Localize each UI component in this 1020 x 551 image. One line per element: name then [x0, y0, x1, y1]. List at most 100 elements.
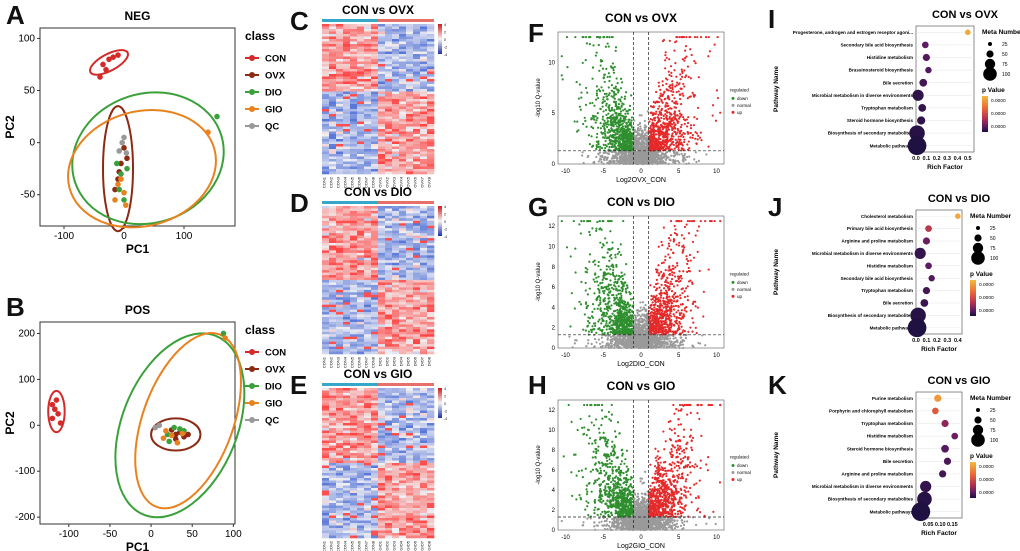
heatmap-cell: [378, 280, 386, 283]
point-down: [614, 93, 618, 96]
point-up: [686, 65, 690, 68]
heatmap-cell: [378, 218, 386, 222]
heatmap-cell: [385, 206, 393, 209]
point-down: [626, 110, 629, 113]
point-normal: [639, 127, 642, 130]
heatmap-cell: [385, 528, 393, 531]
heatmap-cell: [392, 26, 400, 30]
heatmap-cell: [420, 299, 428, 303]
heatmap-cell: [371, 430, 379, 434]
heatmap-cell: [343, 495, 351, 499]
heatmap-cell: [357, 210, 365, 214]
point-normal: [643, 128, 646, 132]
heatmap-cell: [350, 206, 358, 209]
heatmap-cell: [406, 398, 414, 401]
heatmap-cell: [343, 334, 351, 338]
heatmap-cell: [427, 111, 435, 115]
heatmap-cell: [413, 292, 421, 296]
heatmap-cell: [406, 124, 414, 127]
x-tick-label: 0: [148, 529, 154, 540]
heatmap-cell: [350, 326, 358, 330]
heatmap-cell: [336, 250, 344, 254]
heatmap-cell: [427, 403, 435, 406]
heatmap-cell: [420, 490, 428, 494]
heatmap-cell: [427, 41, 435, 45]
heatmap-cell: [385, 403, 393, 406]
point-con: [49, 401, 56, 408]
heatmap-cell: [378, 393, 386, 396]
heatmap-cell: [364, 448, 372, 451]
heatmap-cell: [357, 250, 365, 254]
point-down: [627, 118, 630, 121]
heatmap-cell: [420, 275, 428, 278]
heatmap-cell: [322, 74, 330, 77]
heatmap-cell: [364, 46, 372, 50]
heatmap-cell: [329, 321, 337, 325]
heatmap-cell: [378, 408, 386, 411]
heatmap-cell: [343, 528, 351, 531]
heatmap-cell: [322, 460, 330, 464]
heatmap-cell: [364, 515, 372, 519]
point-up: [664, 77, 668, 80]
heatmap-cell: [378, 265, 386, 268]
heatmap-cell: [399, 513, 407, 516]
heatmap-cell: [427, 346, 435, 350]
heatmap-cell: [392, 440, 400, 444]
heatmap-cell: [427, 473, 435, 476]
heatmap-cell: [336, 473, 344, 476]
heatmap-cell: [350, 408, 358, 411]
heatmap-cell: [350, 321, 358, 325]
point-down: [608, 104, 611, 107]
heatmap-cell: [329, 136, 337, 140]
heatmap-cell: [343, 213, 351, 217]
heatmap-cell: [378, 341, 386, 345]
heatmap-cell: [427, 76, 435, 80]
pca-pos-chart: POS-100 -50 0 50 100-200-1000100200PC1PC2cla…: [3, 303, 286, 551]
heatmap-cell: [392, 344, 400, 347]
heatmap-cell: [399, 349, 407, 352]
heatmap-cell: [406, 252, 414, 256]
heatmap-cell: [378, 282, 386, 286]
heatmap-cell: [322, 119, 330, 122]
heatmap-cell: [350, 440, 358, 444]
heatmap-cell: [392, 84, 400, 87]
heatmap-cell: [420, 255, 428, 259]
point-down: [593, 104, 596, 107]
heatmap-cell: [357, 240, 365, 244]
heatmap-cell: [392, 326, 400, 330]
heatmap-cell: [406, 403, 414, 406]
heatmap-cell: [329, 119, 337, 122]
point-down: [592, 116, 595, 119]
heatmap-cell: [329, 146, 337, 150]
heatmap-cell: [322, 478, 330, 481]
heatmap-cell: [392, 240, 400, 244]
heatmap-cell: [378, 326, 386, 330]
heatmap-cell: [371, 282, 379, 286]
heatmap-cell: [357, 334, 365, 338]
point-up: [681, 92, 684, 95]
heatmap-cell: [350, 41, 358, 45]
heatmap-cell: [378, 119, 386, 122]
heatmap-cell: [427, 206, 435, 209]
point-down: [599, 107, 602, 110]
heatmap-cell: [427, 294, 435, 298]
heatmap-cell: [371, 500, 379, 504]
heatmap-cell: [427, 498, 435, 501]
column-label: CON4: [343, 540, 348, 551]
point-up: [664, 67, 667, 70]
heatmap-cell: [420, 525, 428, 529]
heatmap-cell: [357, 166, 365, 170]
heatmap-cell: [406, 206, 414, 209]
heatmap-cell: [364, 146, 372, 150]
heatmap-cell: [343, 428, 351, 431]
heatmap-cell: [378, 247, 386, 251]
point-down: [603, 124, 606, 127]
heatmap-cell: [329, 319, 337, 323]
heatmap-cell: [406, 129, 414, 132]
heatmap-cell: [378, 312, 386, 315]
heatmap-cell: [350, 96, 358, 100]
heatmap-cell: [322, 56, 330, 60]
panel-label-b: B: [6, 292, 25, 322]
heatmap-cell: [371, 250, 379, 254]
point-up: [657, 113, 660, 116]
